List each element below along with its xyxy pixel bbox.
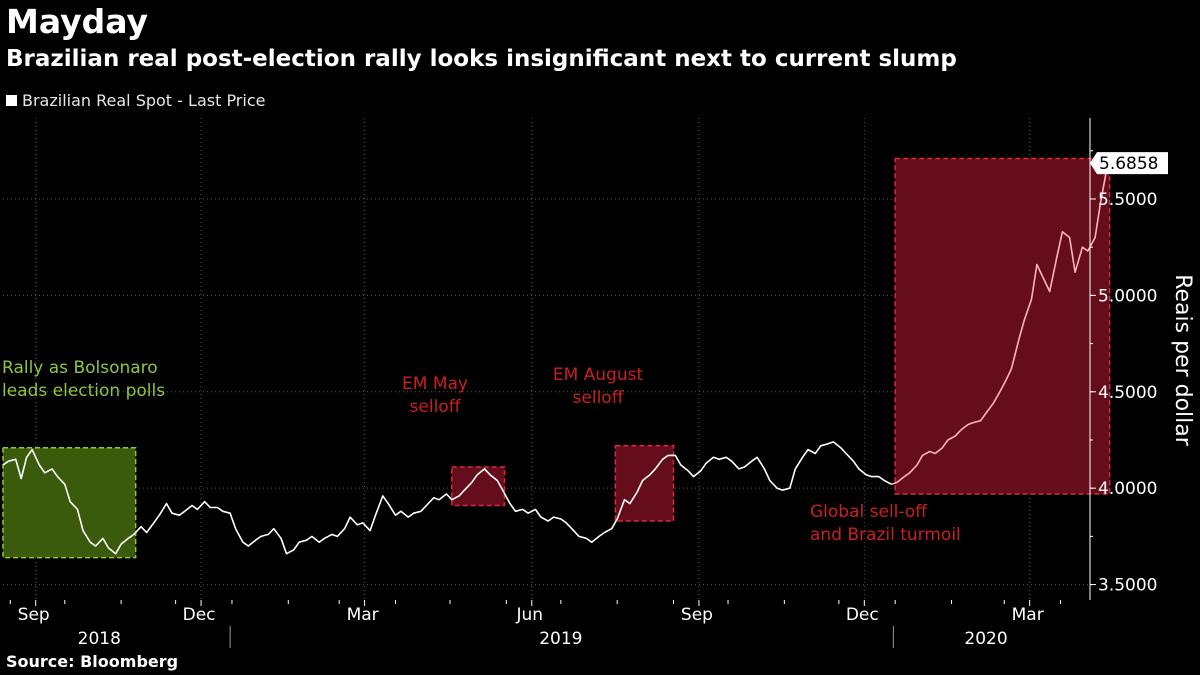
x-tick-label: Dec: [183, 605, 216, 625]
series-line-highlight: [891, 163, 1109, 486]
source-note: Source: Bloomberg: [6, 652, 179, 671]
chart-subtitle: Brazilian real post-election rally looks…: [6, 46, 957, 72]
legend-label: Brazilian Real Spot - Last Price: [22, 91, 266, 110]
annotation-text: Global sell-off: [810, 502, 928, 522]
series-line: [2, 441, 892, 555]
red-highlight-box: [451, 466, 506, 507]
x-tick-label: Mar: [1012, 605, 1044, 625]
legend: Brazilian Real Spot - Last Price: [6, 91, 265, 110]
annotation-text: and Brazil turmoil: [810, 525, 961, 545]
annotation-text: selloff: [410, 397, 462, 417]
annotation-text: leads election polls: [2, 381, 165, 401]
x-year-label: 2019: [539, 629, 582, 649]
y-tick-label: 5.0000: [1098, 286, 1157, 306]
x-tick-label: Sep: [18, 605, 50, 625]
x-tick-label: Mar: [347, 605, 379, 625]
x-tick-label: Sep: [681, 605, 713, 625]
annotation-text: EM May: [402, 374, 468, 394]
last-value-label: 5.6858: [1099, 154, 1158, 174]
annotation-text: Rally as Bolsonaro: [2, 358, 158, 378]
y-axis-title: Reais per dollar: [1170, 274, 1195, 447]
red-highlight-box: [894, 157, 1111, 495]
x-tick-label: Jun: [515, 605, 543, 625]
last-value-callout: [1090, 152, 1168, 175]
chart-title: Mayday: [6, 2, 148, 41]
x-tick-label: Dec: [846, 605, 879, 625]
green-highlight-box: [2, 446, 137, 559]
y-tick-label: 3.5000: [1098, 576, 1157, 596]
y-tick-label: 4.0000: [1098, 479, 1157, 499]
legend-swatch: [6, 95, 17, 106]
y-tick-label: 5.5000: [1098, 190, 1157, 210]
x-year-label: 2020: [964, 629, 1007, 649]
y-tick-label: 4.5000: [1098, 383, 1157, 403]
annotation-text: EM August: [553, 365, 644, 385]
x-year-label: 2018: [78, 629, 121, 649]
annotation-text: selloff: [573, 388, 625, 408]
